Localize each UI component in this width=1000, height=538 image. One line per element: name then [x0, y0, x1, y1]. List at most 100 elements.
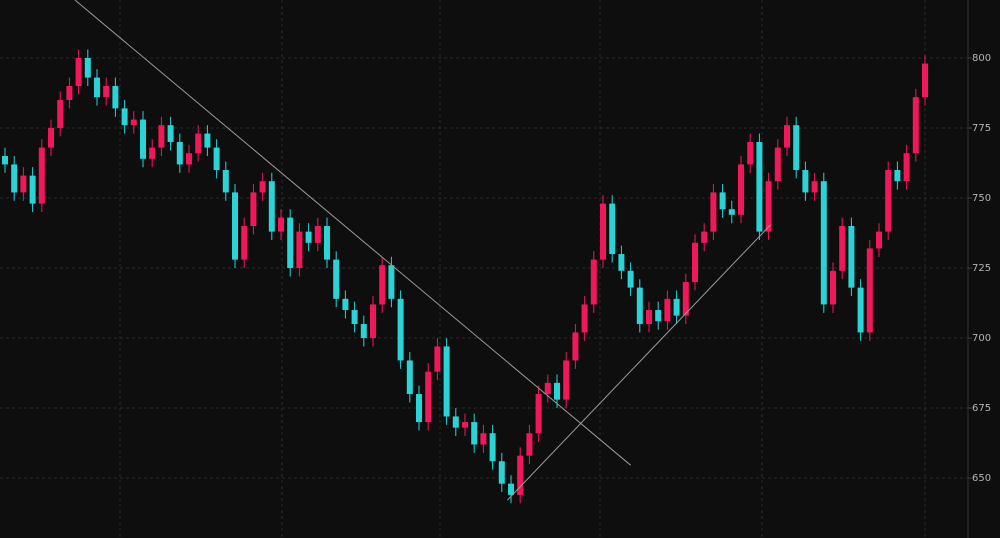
candle-body: [802, 169, 809, 193]
candle-body: [406, 360, 413, 395]
candle-body: [452, 416, 459, 428]
candle-body: [866, 248, 873, 333]
candle-body: [112, 85, 119, 109]
candle-body: [232, 192, 238, 260]
y-tick-label: 750: [972, 193, 991, 204]
candle-body: [664, 298, 671, 322]
candle-body: [241, 226, 248, 260]
candle-body: [738, 164, 744, 215]
candle-body: [903, 153, 910, 182]
candle-body: [554, 382, 560, 400]
candle-body: [774, 147, 781, 182]
candle-body: [682, 282, 689, 316]
candle-body: [222, 169, 229, 193]
y-tick-label: 675: [972, 403, 991, 414]
candle-body: [563, 360, 570, 400]
candle-body: [268, 181, 275, 232]
candle-body: [29, 175, 36, 204]
candle-body: [103, 85, 110, 98]
candle-body: [186, 153, 192, 165]
candle-body: [250, 192, 257, 227]
candle-body: [830, 270, 836, 305]
candle-body: [765, 181, 772, 232]
candle-body: [784, 125, 790, 148]
candle-body: [517, 455, 524, 495]
candle-body: [609, 203, 616, 255]
candle-body: [167, 125, 174, 142]
y-tick-label: 700: [972, 333, 991, 344]
candle-body: [922, 63, 928, 98]
candle-body: [324, 226, 330, 260]
candle-body: [820, 181, 827, 305]
candle-body: [508, 483, 514, 495]
candle-body: [84, 57, 91, 78]
candle-body: [839, 226, 846, 271]
candle-body: [416, 394, 422, 423]
candle-body: [75, 57, 82, 86]
candle-body: [20, 175, 27, 193]
candle-body: [48, 127, 54, 148]
candle-body: [130, 119, 137, 126]
candle-body: [590, 259, 597, 305]
candle-body: [894, 169, 901, 182]
candle-body: [636, 287, 643, 325]
candle-body: [544, 382, 551, 395]
candle-body: [701, 231, 708, 243]
candle-body: [351, 310, 358, 325]
candle-body: [121, 108, 128, 126]
y-tick-label: 650: [972, 473, 991, 484]
candle-body: [498, 461, 505, 484]
candle-body: [360, 324, 367, 339]
candle-body: [195, 133, 202, 154]
candle-body: [314, 226, 321, 243]
candle-body: [876, 231, 882, 249]
candle-body: [342, 298, 349, 311]
candle-body: [434, 346, 441, 372]
candle-body: [618, 254, 625, 271]
candle-body: [692, 242, 698, 283]
candle-body: [756, 141, 763, 232]
candle-body: [287, 217, 294, 269]
y-tick-label: 725: [972, 263, 991, 274]
candle-body: [811, 181, 818, 193]
candle-body: [149, 147, 156, 159]
candle-body: [526, 433, 533, 456]
candle-body: [710, 192, 717, 232]
trend-line: [506, 224, 771, 501]
candle-body: [66, 85, 73, 100]
candle-body: [480, 433, 487, 445]
candle-body: [370, 304, 376, 339]
candle-body: [655, 310, 662, 322]
candle-body: [388, 265, 395, 299]
candle-body: [885, 169, 892, 232]
candle-body: [535, 394, 542, 434]
candle-body: [627, 270, 634, 288]
candle-body: [848, 226, 855, 288]
candle-body: [57, 99, 64, 128]
candle-body: [213, 147, 220, 170]
candle-body: [600, 203, 606, 260]
candle-body: [489, 433, 496, 462]
candle-body: [176, 141, 183, 165]
candle-body: [278, 217, 284, 232]
candle-body: [719, 192, 726, 210]
candle-body: [646, 310, 652, 325]
candle-body: [333, 259, 340, 299]
candle-body: [462, 422, 468, 428]
candle-body: [140, 119, 146, 159]
candle-body: [425, 371, 432, 423]
candle-body: [793, 125, 800, 170]
candle-body: [158, 125, 165, 148]
candle-body: [305, 231, 312, 243]
candle-body: [471, 422, 478, 445]
candle-body: [673, 298, 680, 316]
candle-body: [443, 346, 450, 417]
candle-body: [204, 133, 211, 148]
candle-body: [857, 287, 864, 333]
candle-body: [912, 97, 919, 154]
y-tick-label: 800: [972, 53, 991, 64]
candle-body: [728, 209, 735, 215]
y-tick-label: 775: [972, 123, 991, 134]
candle-body: [38, 147, 45, 204]
